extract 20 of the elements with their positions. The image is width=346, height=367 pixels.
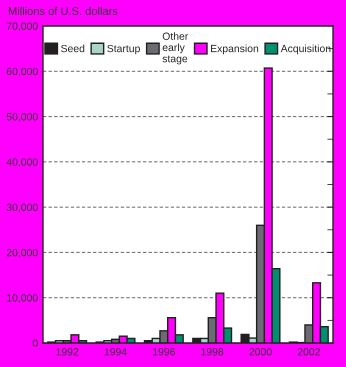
y-tick-label: 40,000 [6, 158, 38, 167]
x-tick-label: 1998 [201, 348, 224, 356]
y-axis-title: Millions of U.S. dollars [8, 6, 118, 15]
y-tick-label: 20,000 [6, 248, 38, 258]
y-tick-label: 60,000 [6, 68, 38, 76]
y-tick-label: 30,000 [6, 204, 38, 212]
legend-label: Seed [61, 44, 84, 52]
x-tick-label: 1996 [153, 348, 175, 356]
legend-label: Other early stage [162, 32, 188, 64]
x-tick-label: 1992 [56, 348, 78, 356]
x-tick-label: 1994 [104, 348, 127, 356]
legend-label: Expansion [211, 44, 258, 54]
y-tick-label: 0 [32, 340, 38, 347]
x-tick-label: 2002 [298, 348, 320, 356]
legend-label: Startup [107, 44, 140, 54]
y-tick-label: 70,000 [6, 22, 38, 32]
y-tick-label: 10,000 [7, 294, 38, 303]
legend-label: Acquisition [280, 44, 330, 54]
x-tick-label: 2000 [249, 348, 272, 356]
y-tick-label: 50,000 [6, 113, 38, 122]
